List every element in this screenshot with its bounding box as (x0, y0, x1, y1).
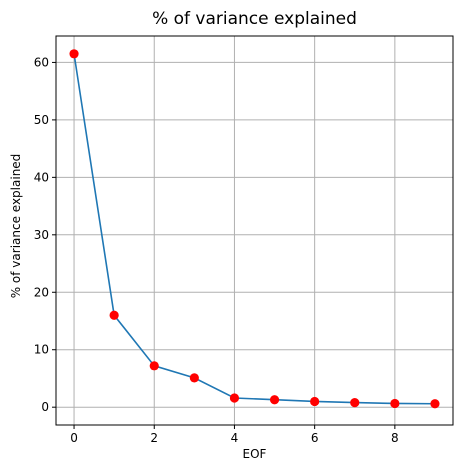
x-tick-label: 4 (231, 431, 239, 445)
chart-title: % of variance explained (152, 9, 357, 29)
y-tick-label: 0 (41, 400, 49, 414)
x-tick-label: 2 (150, 431, 158, 445)
data-point (350, 397, 360, 408)
series-layer (69, 49, 440, 409)
y-tick-label: 60 (34, 55, 49, 69)
x-tick-label: 8 (391, 431, 399, 445)
x-tick-label: 6 (311, 431, 319, 445)
data-point (189, 373, 199, 383)
data-point (430, 399, 440, 409)
data-point (69, 49, 79, 59)
data-point (390, 398, 400, 409)
y-tick-label: 50 (34, 113, 49, 127)
data-point (310, 396, 320, 407)
y-tick-label: 20 (34, 285, 49, 299)
plot-frame (55, 35, 454, 426)
data-point (229, 393, 240, 403)
y-tick-label: 30 (34, 228, 49, 242)
data-point (149, 361, 159, 371)
y-axis-label: % of variance explained (9, 154, 23, 299)
y-tick-label: 10 (34, 343, 49, 357)
grid-layer (56, 36, 453, 425)
x-tick-label: 0 (70, 431, 78, 445)
series-line (73, 53, 435, 405)
x-axis-ticks: 0 2 4 6 8 (70, 425, 399, 445)
data-point (109, 310, 119, 320)
y-axis-ticks: 0 10 20 30 40 50 60 (34, 55, 56, 414)
y-tick-label: 40 (34, 170, 49, 184)
data-point (269, 395, 280, 405)
x-axis-label: EOF (243, 447, 267, 461)
